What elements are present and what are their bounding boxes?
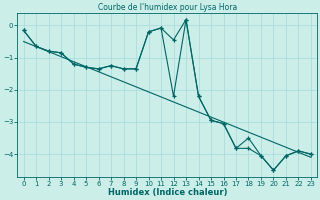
X-axis label: Humidex (Indice chaleur): Humidex (Indice chaleur) [108,188,227,197]
Title: Courbe de l'humidex pour Lysa Hora: Courbe de l'humidex pour Lysa Hora [98,3,237,12]
